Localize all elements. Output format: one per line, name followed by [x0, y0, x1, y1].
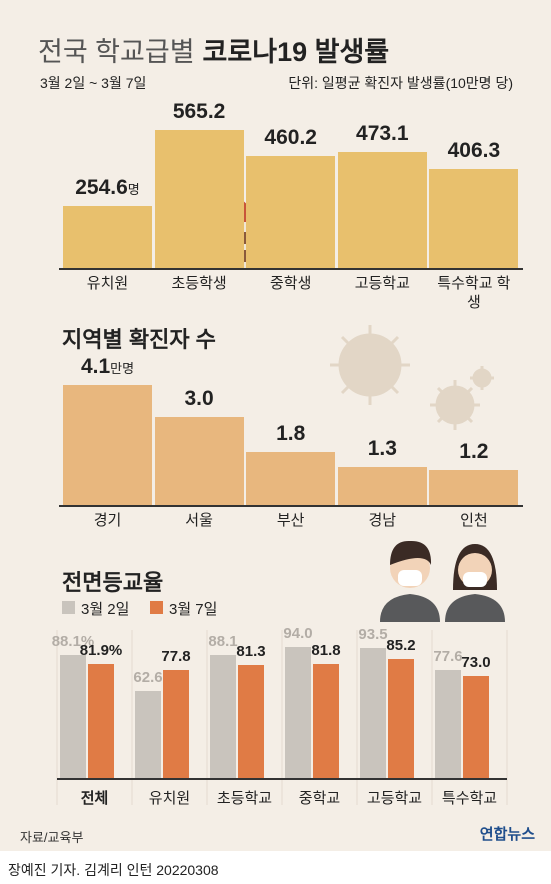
value-label: 88.1%: [51, 633, 95, 651]
value-label: 73.0: [461, 654, 491, 672]
x-tick-label: 초등학생: [171, 275, 227, 292]
bar: [246, 155, 336, 268]
x-tick-label: 중학생: [269, 275, 312, 292]
x-tick-label: 유치원: [86, 275, 129, 292]
value-label: 81.8: [311, 642, 341, 659]
bar: [210, 655, 236, 778]
legend-swatch: [150, 601, 163, 614]
legend-label: 3월 2일: [81, 601, 130, 618]
bar: [238, 664, 264, 778]
value-label: 1.2: [429, 440, 518, 464]
bar: [246, 452, 336, 505]
logo: 연합뉴스: [480, 823, 535, 844]
x-tick-label: 고등학교: [354, 275, 410, 292]
bar: [463, 676, 489, 778]
x-tick-label: 특수학교 학생: [437, 275, 511, 311]
title-light: 전국 학교급별: [38, 37, 195, 67]
bar: [135, 690, 161, 778]
x-tick-label: 유치원: [148, 790, 191, 807]
title-gap: 코로나19 발생률: [202, 37, 390, 67]
value-text: 1.2: [459, 439, 489, 463]
value-label: 460.2: [246, 126, 335, 150]
bar: [88, 663, 114, 778]
x-tick-label: 특수학교: [441, 790, 498, 807]
value-label: 85.2: [386, 637, 416, 655]
value-text: 473.1: [356, 122, 409, 146]
group-dividers: [56, 630, 508, 805]
value-label: 1.8: [246, 422, 335, 446]
legend-label: 3월 7일: [169, 601, 218, 618]
value-label: 81.9%: [79, 641, 123, 659]
value-text: 254.6: [75, 175, 128, 199]
value-label: 88.1: [208, 633, 238, 651]
x-tick-label: 경남: [368, 512, 397, 529]
value-label: 3.0: [155, 387, 244, 411]
bar: [429, 469, 519, 505]
bar: [163, 669, 189, 778]
value-text: 565.2: [172, 100, 226, 123]
x-tick-label: 부산: [276, 512, 305, 529]
value-label: 473.1: [338, 122, 427, 146]
student-icons: [380, 540, 505, 622]
chart-title: 전면등교율: [62, 570, 164, 595]
bar: [60, 655, 86, 778]
bar: [285, 647, 311, 778]
value-label: 1.3: [338, 437, 427, 461]
value-text: 460.2: [264, 125, 317, 149]
value-text: 3.0: [184, 387, 214, 411]
value-label: 93.5: [358, 625, 388, 643]
bar: [429, 168, 519, 268]
x-tick-label: 인천: [460, 512, 488, 529]
unit-note: 단위: 일평균 확진자 발생률(10만명 당): [288, 75, 513, 91]
value-text: 1.3: [367, 436, 397, 460]
baseline: [59, 505, 523, 507]
chart-title: 지역별 확진자 수: [62, 327, 216, 352]
value-unit: 명: [127, 181, 140, 197]
credit: 장예진 기자. 김계리 인턴 20220308: [8, 862, 219, 878]
value-label: 81.3: [236, 642, 266, 660]
value-label: 254.6명: [63, 176, 152, 200]
virus-icons: [330, 325, 494, 430]
bar: [337, 466, 427, 505]
value-label: 406.3: [429, 139, 518, 163]
bar: [63, 205, 152, 268]
legend-swatch: [62, 601, 75, 614]
value-label: 77.6: [433, 647, 463, 665]
value-label: 4.1만명: [63, 355, 152, 379]
x-tick-label: 중학교: [298, 790, 341, 807]
value-label: 565.2: [155, 100, 244, 124]
bar: [360, 647, 386, 778]
x-tick-label: 경기: [93, 512, 122, 529]
x-tick-label: 서울: [185, 512, 213, 529]
value-text: 4.1: [80, 355, 111, 378]
bar: [313, 664, 339, 778]
bar: [154, 130, 244, 268]
value-label: 94.0: [283, 625, 313, 642]
value-text: 406.3: [447, 138, 501, 162]
chart-title: 전국 학교급별 코로나19 발생률: [38, 30, 389, 69]
subtitle: 3월 2일 ~ 3월 7일: [40, 75, 147, 91]
baseline: [59, 268, 523, 270]
bar: [337, 152, 427, 268]
value-text: 1.8: [276, 422, 306, 446]
value-label: 62.6: [133, 668, 163, 686]
x-tick-label: 고등학교: [366, 790, 423, 807]
value-label: 77.8: [161, 647, 191, 665]
value-unit: 만명: [110, 361, 135, 376]
bar: [63, 385, 152, 505]
bar: [388, 659, 414, 778]
bar: [154, 417, 244, 505]
source: 자료/교육부: [20, 830, 84, 845]
x-tick-label: 초등학교: [216, 790, 273, 807]
x-tick-label: 전체: [80, 790, 109, 807]
bar: [435, 669, 461, 778]
logo-text: 연합뉴스: [479, 826, 535, 843]
baseline: [57, 778, 507, 780]
